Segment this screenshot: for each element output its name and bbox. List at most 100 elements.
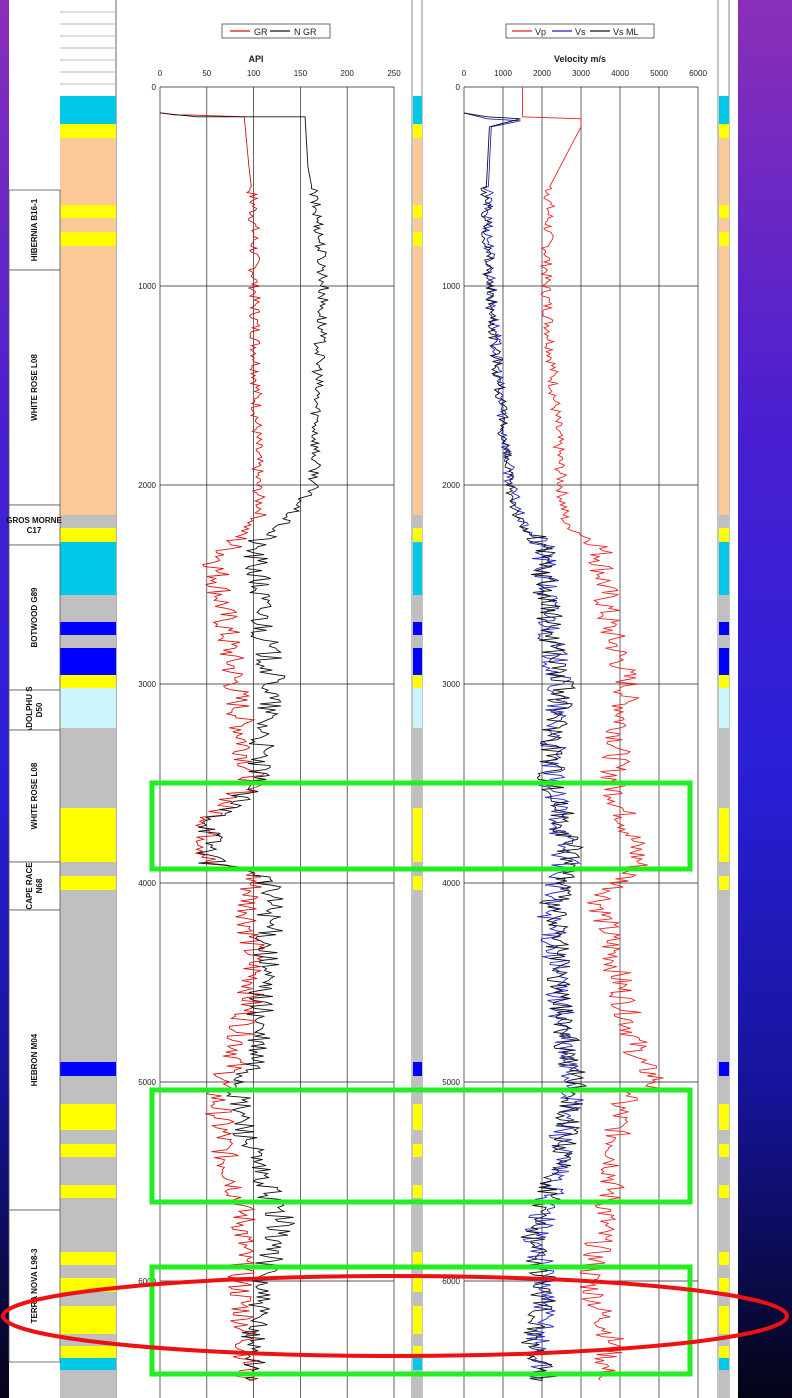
x-tick-label: 0 bbox=[462, 69, 467, 78]
legend-gr: GR bbox=[254, 27, 268, 37]
lithology-strip-band bbox=[413, 1198, 422, 1252]
lithology-strip-band bbox=[719, 1346, 729, 1358]
lithology-band bbox=[60, 890, 116, 1062]
lithology-strip-band bbox=[719, 1278, 729, 1292]
gr-y-ticks: 0 1000 2000 3000 4000 5000 6000 bbox=[138, 83, 156, 1286]
y-tick-label: 1000 bbox=[442, 282, 460, 291]
lithology-band bbox=[60, 1062, 116, 1076]
lithology-strip-band bbox=[413, 1130, 422, 1144]
lithology-strip-band bbox=[719, 246, 729, 515]
lithology-band bbox=[60, 1306, 116, 1334]
velocity-legend: Vp Vs Vs ML bbox=[505, 23, 655, 39]
lithology-band bbox=[60, 232, 116, 246]
lithology-band bbox=[60, 595, 116, 622]
lithology-strip-band bbox=[413, 1346, 422, 1358]
lithology-band bbox=[60, 1265, 116, 1278]
formation-label: GROS MORNE C17 bbox=[6, 516, 62, 535]
formation-label: TERRA NOVA L98-3 bbox=[30, 1248, 39, 1323]
lithology-strip-band bbox=[413, 1062, 422, 1076]
x-tick-label: 250 bbox=[387, 69, 401, 78]
lithology-band bbox=[60, 246, 116, 515]
lithology-strip-band bbox=[413, 648, 422, 675]
log-sheet bbox=[9, 0, 738, 1398]
lithology-band bbox=[60, 675, 116, 688]
y-tick-label: 6000 bbox=[442, 1277, 460, 1286]
lithology-strip-band bbox=[413, 124, 422, 138]
lithology-band bbox=[60, 862, 116, 876]
velocity-x-ticks: 0 1000 2000 3000 4000 5000 6000 bbox=[462, 69, 708, 78]
legend-vs: Vs bbox=[575, 27, 586, 37]
lithology-strip-band bbox=[413, 1278, 422, 1292]
formation-label: HEBRON M04 bbox=[30, 1033, 39, 1086]
formation-cell bbox=[8, 729, 61, 863]
lithology-strip-band bbox=[413, 542, 422, 595]
highlight-box-3 bbox=[149, 1264, 693, 1377]
y-tick-label: 4000 bbox=[138, 879, 156, 888]
lithology-strip-band bbox=[413, 728, 422, 808]
lithology-strip-band bbox=[719, 1144, 729, 1157]
x-tick-label: 150 bbox=[294, 69, 308, 78]
lithology-strip-band bbox=[413, 138, 422, 205]
x-tick-label: 200 bbox=[341, 69, 355, 78]
lithology-band bbox=[60, 1252, 116, 1265]
lithology-band bbox=[60, 1185, 116, 1198]
lithology-strip-band bbox=[413, 232, 422, 246]
lithology-band bbox=[60, 648, 116, 675]
lithology-strip-band bbox=[719, 595, 729, 622]
series-line-vs-ml bbox=[463, 112, 588, 1381]
lithology-band bbox=[60, 138, 116, 205]
lithology-strip-band bbox=[413, 675, 422, 688]
lithology-strip-band bbox=[719, 1062, 729, 1076]
x-tick-label: 0 bbox=[158, 69, 163, 78]
y-tick-label: 0 bbox=[456, 83, 461, 92]
lithology-strip-band bbox=[719, 1252, 729, 1265]
lithology-strip-band bbox=[413, 1157, 422, 1185]
legend-vp: Vp bbox=[535, 27, 546, 37]
lithology-strip-band bbox=[413, 876, 422, 890]
lithology-strip-band bbox=[719, 862, 729, 876]
header-rules bbox=[60, 11, 116, 85]
lithology-strip-band bbox=[719, 1358, 729, 1370]
lithology-band bbox=[60, 1104, 116, 1130]
lithology-strip-band bbox=[413, 515, 422, 528]
gr-x-ticks: 0 50 100 150 200 250 bbox=[158, 69, 401, 78]
y-tick-label: 0 bbox=[152, 83, 157, 92]
lithology-strip-band bbox=[413, 246, 422, 515]
formation-label: CAPE RACEN68 bbox=[25, 862, 44, 910]
y-tick-label: 4000 bbox=[442, 879, 460, 888]
lithology-strip-band bbox=[719, 96, 729, 124]
velocity-y-ticks: 0 1000 2000 3000 4000 5000 6000 bbox=[442, 83, 460, 1286]
lithology-strip-band bbox=[719, 528, 729, 542]
lithology-strip-band bbox=[719, 124, 729, 138]
lithology-strip-band bbox=[413, 528, 422, 542]
series-line-vs bbox=[463, 112, 584, 1381]
lithology-strip-band bbox=[719, 1306, 729, 1334]
lithology-band bbox=[60, 688, 116, 728]
lithology-strip-band bbox=[719, 1104, 729, 1130]
lithology-band bbox=[60, 1346, 116, 1358]
lithology-strip-band bbox=[719, 218, 729, 232]
lithology-strip-band bbox=[719, 675, 729, 688]
lithology-strip-band bbox=[413, 1185, 422, 1198]
gr-track: GR N GR API 0 50 100 150 200 250 0 1000 2000 300… bbox=[138, 23, 401, 1398]
y-tick-label: 2000 bbox=[138, 481, 156, 490]
formation-column: HIBERNIA B16-1 WHITE ROSE L08 GROS MORNE C1… bbox=[6, 189, 62, 1363]
formation-label: HIBERNIA B16-1 bbox=[30, 198, 39, 261]
lithology-strip-band bbox=[719, 1334, 729, 1346]
lithology-strip-right bbox=[719, 96, 729, 1398]
lithology-strip-band bbox=[413, 1306, 422, 1334]
lithology-strip-band bbox=[719, 1076, 729, 1104]
lithology-strip-band bbox=[413, 1265, 422, 1278]
velocity-track: Vp Vs Vs ML Velocity m/s 0 1000 2000 3000 40… bbox=[442, 23, 708, 1398]
lithology-strip-band bbox=[719, 542, 729, 595]
lithology-strip-band bbox=[413, 96, 422, 124]
lithology-band bbox=[60, 1198, 116, 1252]
lithology-strip-band bbox=[719, 648, 729, 675]
lithology-strip-band bbox=[719, 1292, 729, 1306]
lithology-strip-band bbox=[413, 1104, 422, 1130]
x-tick-label: 100 bbox=[247, 69, 261, 78]
formation-cell bbox=[8, 909, 61, 1211]
lithology-strip-band bbox=[719, 138, 729, 205]
lithology-strip-band bbox=[719, 1185, 729, 1198]
formation-cell bbox=[8, 689, 61, 731]
